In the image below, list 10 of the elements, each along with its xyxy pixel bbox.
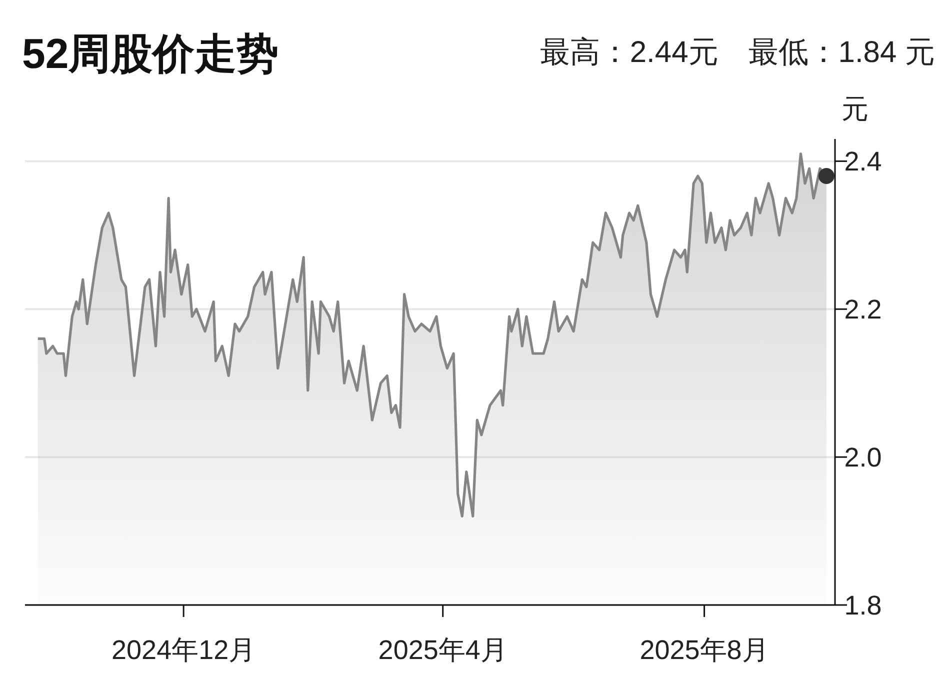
chart-title: 52周股价走势 <box>22 30 279 77</box>
y-tick-label: 2.0 <box>844 442 882 473</box>
x-tick-label: 2024年12月 <box>112 635 256 665</box>
y-axis-title: 元 <box>842 94 868 124</box>
x-tick-label: 2025年8月 <box>640 635 769 665</box>
chart-subtitle: 最高：2.44元 最低：1.84 元 <box>540 36 935 69</box>
y-tick-label: 2.4 <box>844 146 882 177</box>
y-tick-label: 2.2 <box>844 294 882 325</box>
y-tick-label: 1.8 <box>844 590 882 620</box>
x-tick-label: 2025年4月 <box>378 635 508 665</box>
